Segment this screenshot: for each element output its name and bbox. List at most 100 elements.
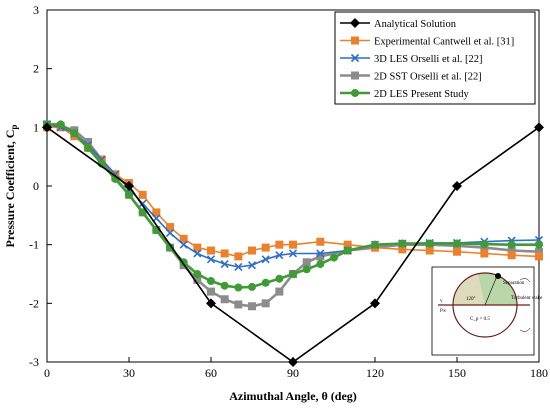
series-3-point (207, 287, 215, 296)
series-2-point-stroke (179, 240, 188, 249)
series-1-point (166, 223, 174, 232)
series-1-point (453, 247, 461, 256)
legend-swatch-marker (351, 89, 359, 97)
y-axis-label-subscript: p (9, 125, 19, 130)
legend-item-0: Analytical Solution (340, 18, 457, 30)
series-2-point (165, 228, 175, 237)
series-0-point (42, 122, 52, 133)
series-2-point-stroke (316, 249, 325, 258)
series-2-point-stroke (138, 199, 147, 208)
series-2-point-stroke (206, 255, 216, 264)
series-0-point (370, 298, 380, 309)
series-4-point (275, 274, 284, 283)
series-1-point (261, 243, 270, 252)
inset-cp-label: C_p = 0.5 (470, 317, 490, 322)
series-1-point (343, 240, 352, 249)
series-2-point (275, 251, 284, 260)
inset-angle-ray (484, 275, 498, 306)
series-4-point (316, 260, 325, 269)
inset-flow-label: v (440, 299, 443, 304)
series-4-point (56, 120, 65, 129)
series-4-point (261, 278, 270, 287)
series-0 (42, 122, 544, 367)
legend-swatch-marker (350, 53, 360, 63)
series-2-point (193, 249, 202, 258)
series-1-point (316, 237, 325, 246)
series-1-point (220, 249, 229, 258)
inset-separation-point (495, 273, 501, 279)
axis-ticks: 0 30 60 90 120 150 180 3 2 1 0 -1 -2 -3 (29, 3, 548, 380)
y-tick-label: -3 (29, 355, 39, 369)
series-1-point (398, 245, 407, 254)
cylinder-inset: Separation 120° Turbulent wake C_p = 0.5… (431, 266, 543, 356)
series-2-point (261, 255, 270, 264)
series-3-point (220, 295, 229, 304)
legend-label: Experimental Cantwell et al. [31] (374, 37, 514, 48)
legend-items: Analytical Solution Experimental Cantwell… (340, 18, 514, 100)
x-axis-label: Azimuthal Angle, θ (deg) (229, 389, 357, 403)
legend-swatch-marker (351, 71, 359, 80)
series-2-point (316, 249, 325, 258)
series-2-point-stroke (220, 259, 229, 269)
x-tick-label: 60 (205, 366, 217, 380)
series-4-point (84, 143, 92, 152)
series-3-point (193, 275, 202, 284)
x-tick-label: 120 (366, 366, 384, 380)
series-2-point-stroke (165, 228, 175, 237)
series-layer (42, 120, 544, 367)
series-4-point (125, 190, 133, 199)
series-4-point (330, 253, 338, 262)
series-4-point (220, 281, 229, 290)
legend-item-4: 2D LES Present Study (340, 89, 470, 100)
inset-separation-label: Separation (503, 281, 525, 286)
series-1-point (138, 190, 147, 199)
series-2-point (206, 255, 216, 264)
series-4-point (507, 240, 516, 249)
y-tick-label: 1 (33, 120, 39, 134)
series-1-point (480, 249, 489, 258)
series-2-point (179, 240, 188, 249)
series-2-point (247, 261, 257, 270)
y-tick-label: 2 (33, 62, 39, 76)
y-tick-label: 0 (33, 179, 39, 193)
series-0-point (206, 298, 216, 309)
series-0-point (288, 357, 298, 367)
x-tick-label: 90 (287, 366, 299, 380)
series-4-point (70, 129, 79, 138)
series-3-point (248, 302, 256, 311)
inset-wake-label: Turbulent wake (511, 296, 543, 301)
series-4-point (480, 240, 489, 249)
y-tick-label: -2 (29, 296, 39, 310)
series-3-point (535, 247, 543, 256)
series-0-point (534, 122, 544, 133)
legend-label: 2D SST Orselli et al. [22] (374, 72, 482, 83)
y-axis-label: Pressure Coefficient, Cp (3, 125, 19, 248)
x-tick-label: 150 (448, 366, 466, 380)
legend-item-2: 3D LES Orselli et al. [22] (340, 53, 482, 65)
series-4-point (166, 243, 174, 252)
series-1-point (248, 246, 256, 255)
series-4-point (207, 277, 215, 286)
series-1-point (234, 252, 243, 261)
series-1-point (179, 234, 188, 243)
series-2-point-stroke (247, 261, 257, 270)
series-3-point (275, 287, 284, 296)
legend-item-3: 2D SST Orselli et al. [22] (340, 71, 482, 83)
x-tick-label: 180 (530, 366, 548, 380)
series-0-point (452, 181, 462, 191)
series-2-point-stroke (261, 255, 270, 264)
inset-wake-region (453, 274, 485, 305)
series-4-point (248, 282, 256, 291)
series-3-point (302, 258, 311, 267)
series-4-point (425, 239, 434, 248)
x-tick-label: 0 (44, 366, 50, 380)
series-2-point (288, 249, 298, 258)
legend-label: 2D LES Present Study (374, 89, 470, 100)
series-4-point (234, 283, 243, 292)
series-4-point (138, 208, 147, 217)
series-4-point (453, 239, 461, 248)
y-tick-label: 3 (33, 3, 39, 17)
y-tick-label: -1 (29, 238, 39, 252)
legend-label: 3D LES Orselli et al. [22] (374, 54, 482, 65)
series-2-point-stroke (288, 249, 298, 258)
